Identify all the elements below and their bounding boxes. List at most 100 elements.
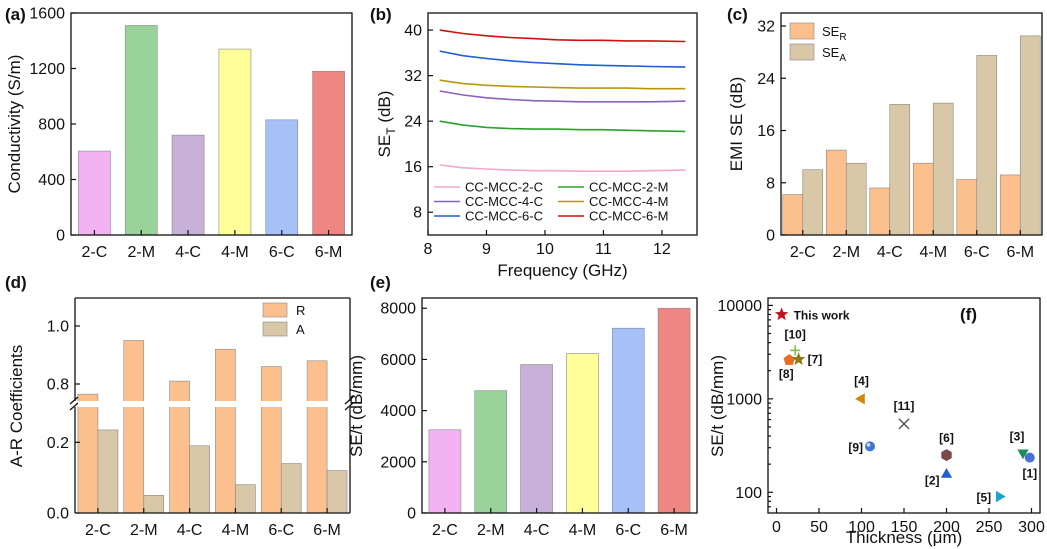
- panel-label: (d): [5, 273, 27, 292]
- y-axis-title: A-R Coefficients: [7, 345, 26, 468]
- bar-SER-4-C: [869, 187, 891, 236]
- x-tick-label: 6-M: [313, 522, 341, 539]
- x-tick-label: 100: [848, 519, 875, 536]
- y-axis-title: Conductivity (S/m): [5, 55, 24, 194]
- plot-frame: [780, 12, 1043, 236]
- x-tick-label: 4-C: [177, 522, 203, 539]
- x-tick-label: 4-M: [919, 244, 947, 261]
- x-tick-label: 11: [595, 241, 612, 258]
- x-tick-label: 6-M: [1006, 244, 1034, 261]
- panel-b: 8 16 24 32 40 8 9 10 11 12 Frequency (GHz) SET (dB)…: [370, 5, 698, 280]
- bar-6-C: [265, 119, 299, 236]
- x-axis-title: Thickness (μm): [846, 528, 963, 547]
- y-tick-label: 24: [404, 114, 422, 131]
- y-tick-label: 0.2: [47, 435, 69, 452]
- y-tick-label: 0: [407, 506, 416, 523]
- bar-2-M: [124, 25, 158, 236]
- x-tick-label: 10: [536, 241, 554, 258]
- bar-R-6-M: [306, 360, 328, 514]
- series-line-CC-MCC-2-M: [439, 120, 686, 133]
- marker-3: [1017, 449, 1029, 460]
- y-tick-label: 40: [404, 23, 422, 40]
- x-tick-label: 4-C: [524, 522, 550, 539]
- y-tick-label: 100: [735, 485, 762, 502]
- legend-swatch: [262, 302, 288, 318]
- bar-4-M: [218, 48, 252, 236]
- y-tick-label: 1.0: [47, 319, 69, 336]
- point-label: [5]: [977, 491, 992, 505]
- point-label: [2]: [925, 473, 940, 487]
- y-tick-label: 8: [413, 205, 422, 222]
- panel-d: 0.8 1.0 0.0 0.2 2-C 2-M 4-C 4-M 6-C 6-M A-R Coeffi…: [5, 273, 354, 539]
- y-tick-label: 0.0: [47, 506, 69, 523]
- point-label: [11]: [894, 399, 915, 413]
- y-tick-label: 16: [757, 123, 775, 140]
- bar-SEA-2-C: [802, 169, 824, 236]
- legend-label: SER: [822, 24, 847, 43]
- y-tick-label: 32: [404, 68, 422, 85]
- break-mark: [69, 402, 79, 411]
- panel-e: 0 2000 4000 6000 8000 2-C 2-M 4-C 4-M 6-C 6-M SE/t …: [347, 273, 698, 539]
- legend-swatch: [789, 43, 815, 61]
- bar-R-4-C: [169, 380, 190, 514]
- x-tick-label: 6-C: [615, 522, 641, 539]
- y-tick-label: 6000: [380, 352, 416, 369]
- bar-SEA-2-M: [845, 162, 867, 236]
- y-tick-label: 800: [38, 117, 65, 134]
- x-tick-label: 6-C: [268, 522, 294, 539]
- break-mark: [69, 396, 79, 405]
- bar-2-C: [78, 150, 111, 236]
- y-tick-label: 10000: [718, 298, 763, 315]
- bar-SEA-6-M: [1019, 35, 1041, 236]
- y-tick-label: 32: [757, 19, 775, 36]
- bar-SER-6-M: [999, 174, 1021, 236]
- legend-label: CC-MCC-2-M: [589, 180, 668, 195]
- axis-break-gap: [74, 401, 351, 407]
- x-tick-label: 150: [891, 519, 918, 536]
- bar-6-M: [657, 307, 691, 514]
- y-tick-label: 4000: [380, 403, 416, 420]
- legend-label: R: [296, 303, 305, 318]
- bar-R-2-M: [123, 340, 145, 514]
- marker-2: [940, 468, 953, 478]
- x-tick-label: 6-C: [964, 244, 990, 261]
- legend-label: CC-MCC-4-M: [589, 194, 668, 209]
- y-axis-title: SE/t (dB/mm): [708, 355, 727, 457]
- marker-9-shine: [866, 443, 871, 447]
- y-tick-label: 24: [757, 71, 775, 88]
- y-tick-label: 0: [56, 228, 65, 245]
- point-label: This work: [794, 308, 850, 322]
- bar-SER-6-C: [956, 179, 978, 236]
- panel-label: (e): [370, 273, 391, 292]
- y-axis-title: EMI SE (dB): [727, 77, 746, 171]
- x-tick-label: 6-C: [269, 244, 295, 261]
- bar-A-6-C: [280, 463, 302, 514]
- panel-label: (b): [370, 5, 392, 24]
- x-tick-label: 4-C: [877, 244, 903, 261]
- x-tick-label: 6-M: [660, 522, 688, 539]
- bar-SER-2-M: [825, 149, 847, 236]
- plot-frame: [427, 12, 698, 236]
- panel-a: 0 400 800 1200 1600 2-C 2-M 4-C 4-M 6-C 6-M Conduct…: [5, 5, 353, 261]
- bar-A-4-C: [189, 445, 210, 514]
- series-line-CC-MCC-4-M: [439, 79, 686, 90]
- x-tick-label: 4-M: [569, 522, 597, 539]
- x-tick-label: 2-C: [432, 522, 458, 539]
- point-label: [7]: [808, 352, 823, 366]
- y-tick-label: 1600: [29, 6, 65, 23]
- bar-2-C: [428, 429, 462, 514]
- bar-4-C: [520, 364, 553, 514]
- series-line-CC-MCC-2-C: [439, 164, 686, 172]
- bar-R-6-C: [260, 366, 282, 514]
- bar-4-M: [566, 353, 599, 514]
- panel-c: 0 8 16 24 32 2-C 2-M 4-C 4-M 6-C 6-M EMI SE (dB) SER…: [727, 5, 1043, 261]
- bar-6-M: [312, 70, 345, 236]
- bar-2-M: [474, 390, 508, 514]
- legend-swatch: [262, 321, 288, 337]
- panel-label: (f): [960, 305, 977, 324]
- legend-swatch: [789, 22, 815, 40]
- legend-label: CC-MCC-4-C: [465, 194, 543, 209]
- plot-frame: [70, 12, 353, 236]
- point-label: [10]: [785, 327, 806, 341]
